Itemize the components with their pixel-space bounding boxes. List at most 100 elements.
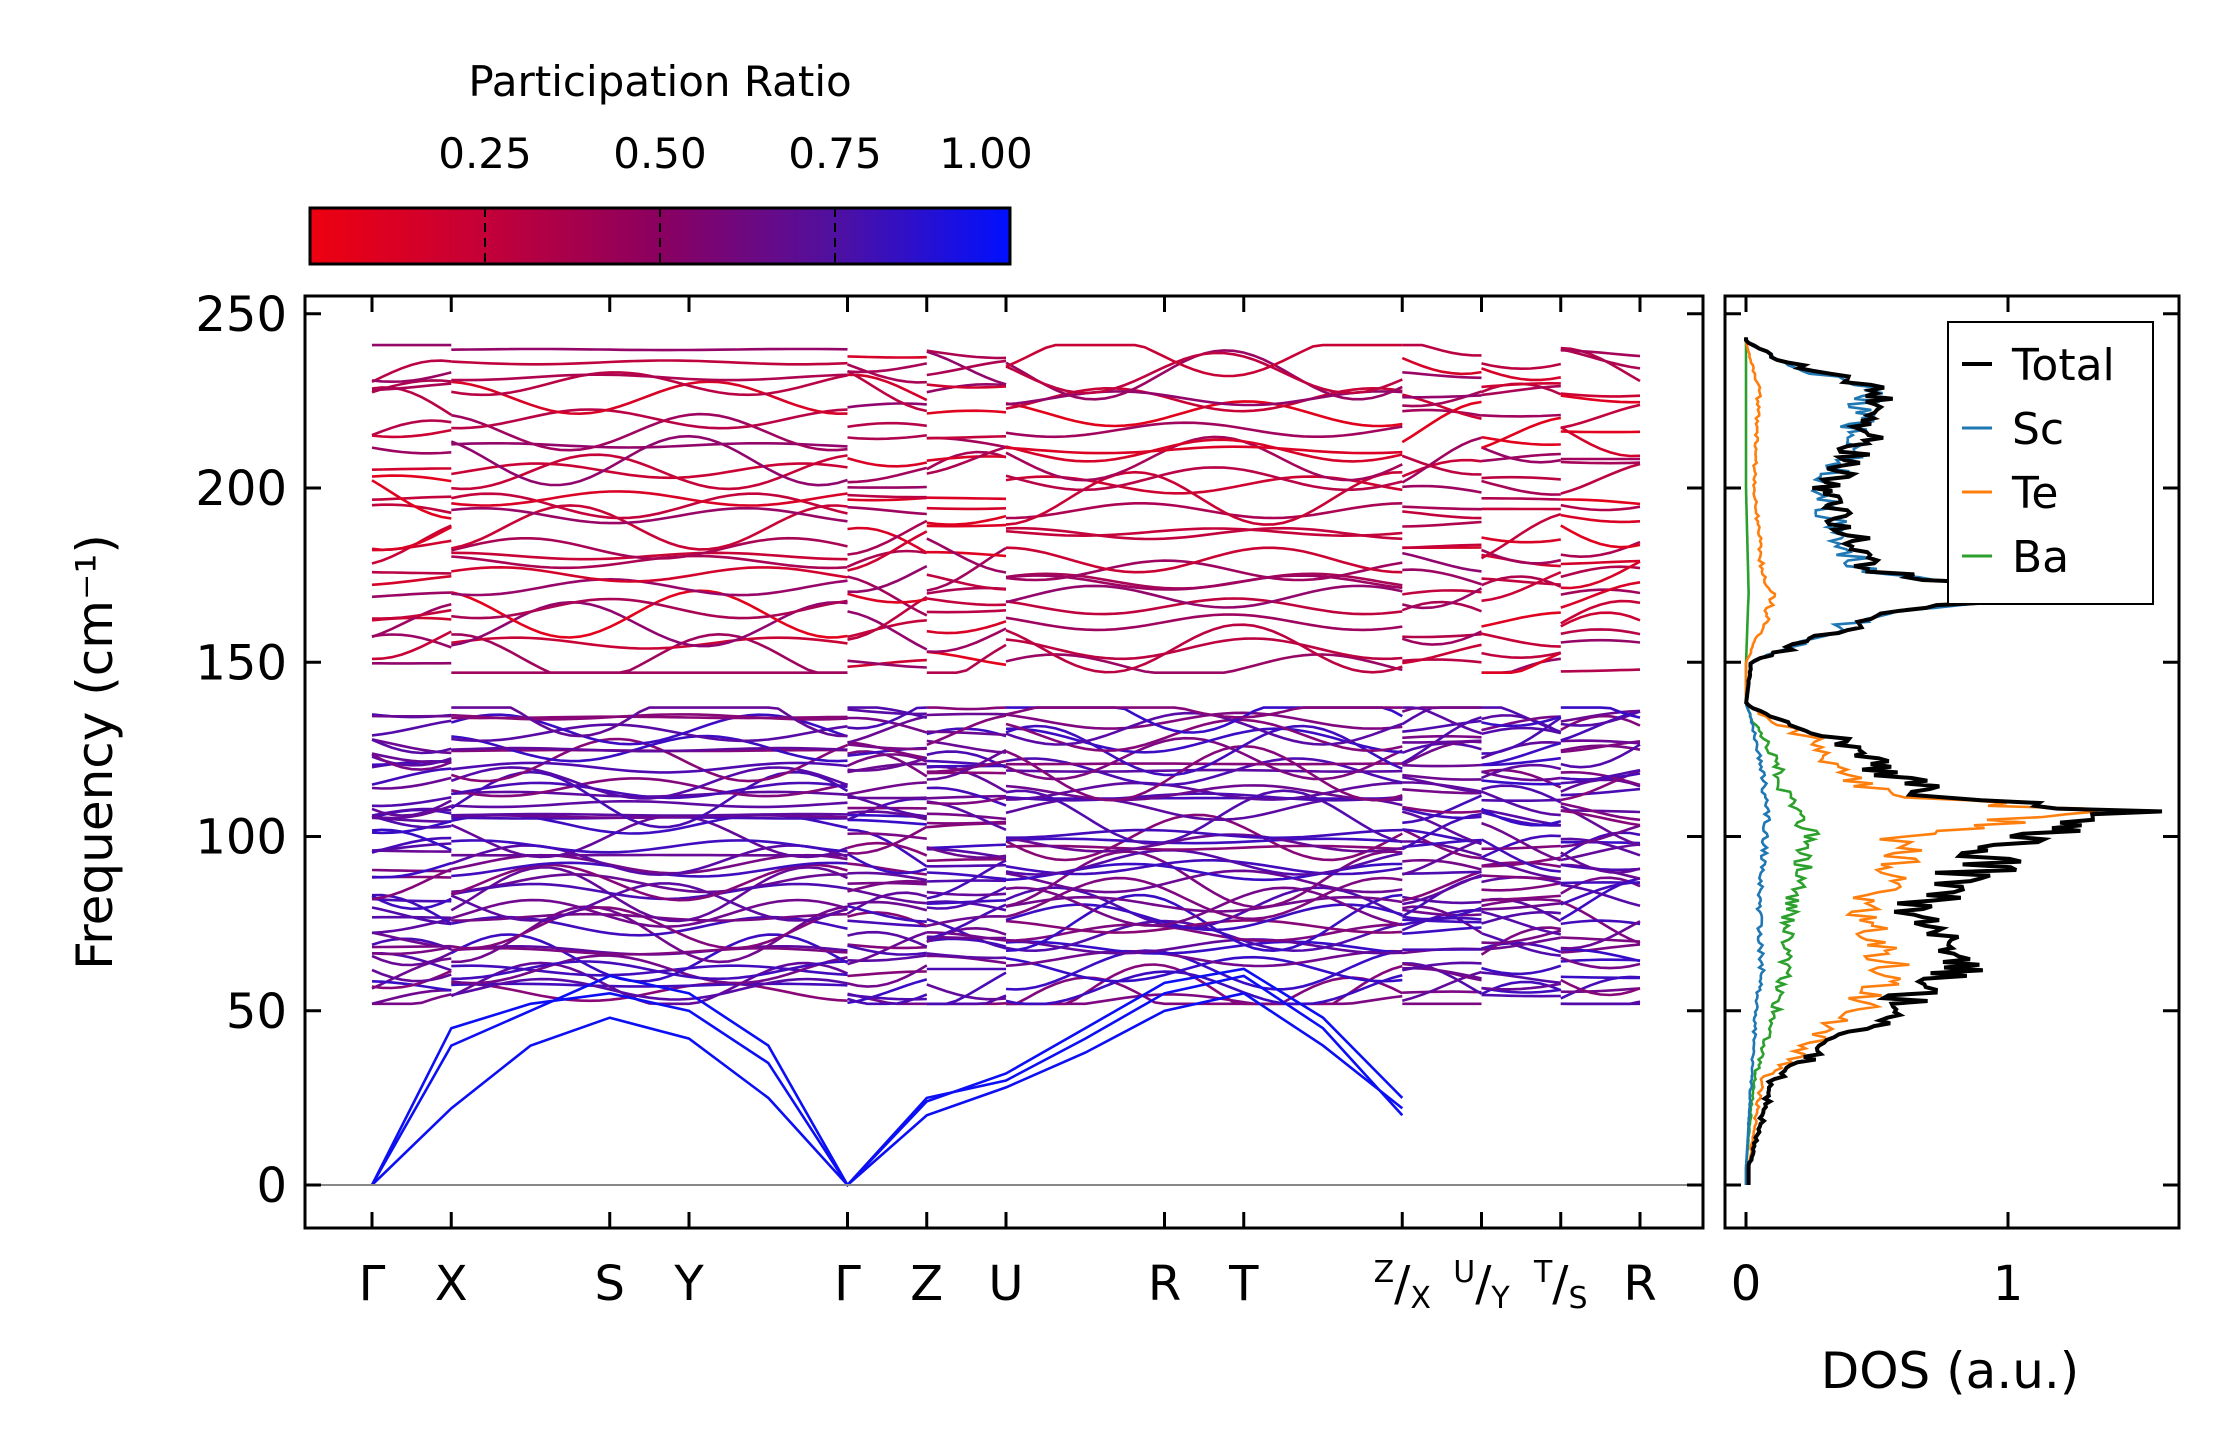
- band-line: [371, 868, 452, 873]
- band-line: [1401, 587, 1483, 610]
- band-line: [1481, 784, 1562, 804]
- band-line: [926, 858, 1006, 863]
- band-line: [1560, 919, 1641, 926]
- band-line: [926, 863, 1007, 868]
- band-line: [1401, 400, 1482, 444]
- band-line: [926, 514, 1007, 526]
- dispersion-frame: [303, 294, 1705, 1230]
- band-line: [926, 739, 1007, 754]
- band-line: [926, 573, 1007, 591]
- band-line: [371, 474, 452, 483]
- band-line: [371, 428, 452, 439]
- band-line: [1560, 824, 1641, 848]
- band-line: [1402, 781, 1482, 793]
- band-line: [1560, 831, 1641, 858]
- band-line: [926, 931, 1007, 942]
- band-line: [451, 812, 848, 817]
- colorbar-tick-label: 0.75: [788, 129, 882, 178]
- band-line: [451, 713, 848, 721]
- band-line: [1402, 763, 1482, 768]
- band-line: [371, 861, 452, 879]
- band-line: [371, 945, 452, 956]
- band-line: [1481, 416, 1562, 450]
- band-line: [926, 750, 1007, 769]
- band-line: [371, 753, 452, 771]
- band-line: [1005, 789, 1403, 845]
- band-line: [926, 871, 1007, 881]
- band-line: [1402, 906, 1482, 921]
- band-line: [1481, 856, 1561, 880]
- band-line: [1402, 858, 1482, 871]
- band-line: [1560, 710, 1641, 727]
- band-line: [1005, 559, 1403, 582]
- band-line: [926, 455, 1007, 462]
- band-line: [1005, 886, 1403, 927]
- band-line: [926, 383, 1007, 389]
- band-line: [451, 490, 848, 507]
- band-line: [1005, 784, 1403, 802]
- band-line: [1560, 843, 1641, 862]
- band-line: [1005, 949, 1403, 968]
- band-line: [1402, 828, 1482, 845]
- band-line: [1481, 798, 1561, 802]
- frequency-tick-label: 50: [226, 984, 287, 1040]
- band-line: [847, 362, 928, 374]
- kpath-label: Γ: [834, 1256, 861, 1312]
- band-line: [450, 434, 848, 487]
- acoustic-branch-acoustic-3: [370, 967, 1404, 1188]
- colorbar-ticks: 0.25 0.50 0.75 1.00: [438, 129, 1033, 264]
- band-line: [1560, 565, 1641, 579]
- band-line: [451, 347, 848, 352]
- band-line: [1481, 844, 1561, 851]
- band-line: [1481, 768, 1562, 789]
- band-line: [1005, 351, 1403, 395]
- band-line: [1402, 371, 1482, 380]
- band-line: [1481, 716, 1562, 755]
- band-line: [371, 738, 452, 755]
- band-line: [451, 982, 848, 988]
- band-line: [926, 609, 1007, 614]
- band-line: [1006, 706, 1403, 734]
- band-line: [451, 734, 848, 763]
- band-line: [847, 993, 928, 1006]
- band-line: [1005, 970, 1403, 1006]
- band-line: [1481, 577, 1561, 586]
- band-line: [371, 371, 452, 384]
- kpath-label: U: [988, 1256, 1023, 1312]
- band-line: [1005, 653, 1403, 674]
- band-line: [450, 863, 848, 902]
- band-line: [847, 841, 928, 857]
- band-line: [1401, 454, 1482, 476]
- band-line: [451, 636, 848, 650]
- band-line: [847, 978, 928, 1005]
- band-line: [451, 536, 848, 560]
- band-line: [371, 602, 452, 639]
- band-line: [1560, 920, 1641, 950]
- band-line: [1005, 623, 1403, 674]
- band-line: [1402, 739, 1482, 744]
- band-line: [926, 537, 1007, 574]
- band-line: [1005, 546, 1403, 574]
- band-line: [1560, 958, 1641, 963]
- band-line: [1560, 513, 1641, 524]
- band-line: [847, 715, 928, 744]
- band-line: [847, 496, 927, 502]
- band-line: [847, 355, 927, 359]
- band-line: [847, 466, 928, 484]
- band-line: [371, 719, 452, 737]
- band-line: [1560, 837, 1641, 857]
- band-line: [1481, 910, 1561, 925]
- band-line: [371, 804, 452, 820]
- legend-label-sc: Sc: [2012, 404, 2064, 455]
- band-line: [451, 982, 848, 1003]
- band-line: [847, 931, 928, 966]
- band-line: [1402, 990, 1482, 994]
- band-line: [847, 610, 928, 651]
- band-line: [1005, 938, 1403, 955]
- band-line: [1560, 394, 1640, 404]
- band-line: [1005, 895, 1403, 913]
- band-line: [1481, 381, 1561, 389]
- colorbar-title: Participation Ratio: [468, 57, 851, 106]
- band-line: [926, 879, 1007, 883]
- band-line: [372, 608, 452, 620]
